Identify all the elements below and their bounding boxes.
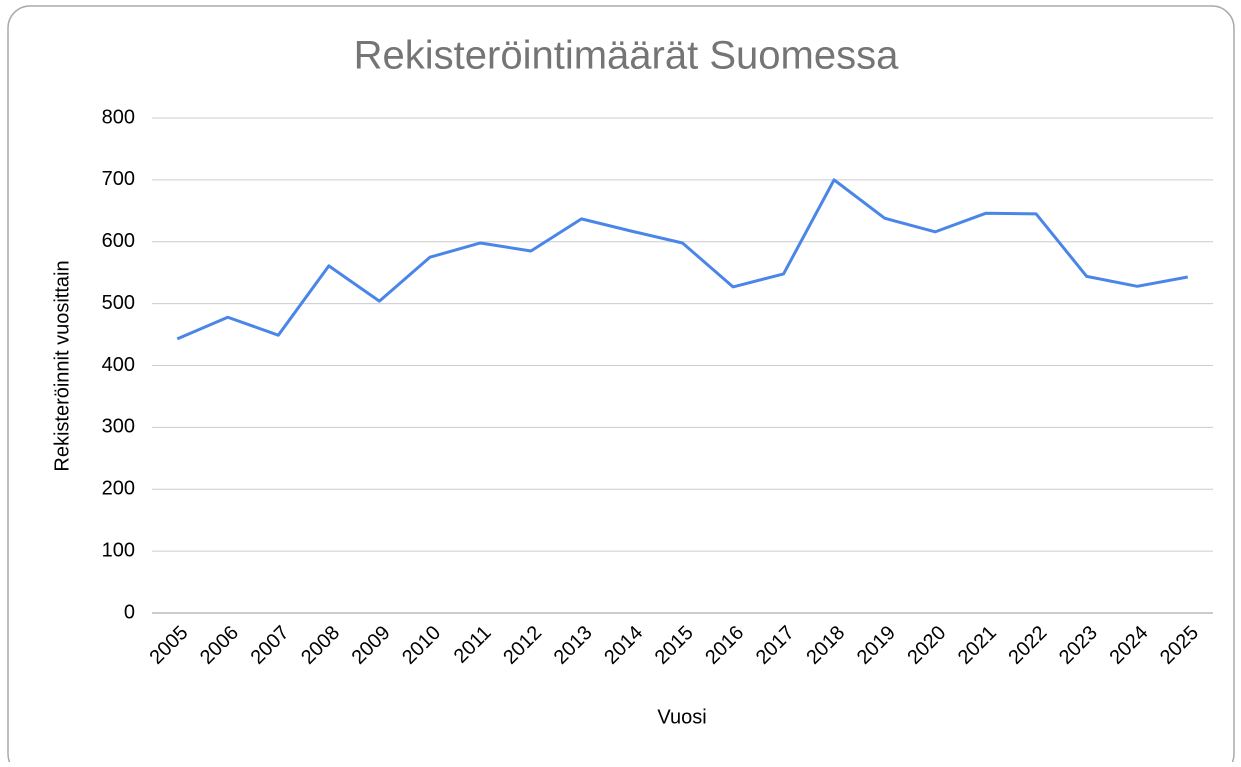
y-tick-label: 700 xyxy=(102,168,135,190)
y-tick-label: 100 xyxy=(102,539,135,561)
x-axis-label: Vuosi xyxy=(657,706,706,728)
y-tick-label: 600 xyxy=(102,230,135,252)
chart-border xyxy=(7,5,1235,767)
y-tick-label: 0 xyxy=(124,601,135,623)
y-tick-label: 400 xyxy=(102,354,135,376)
y-tick-label: 300 xyxy=(102,416,135,438)
y-tick-label: 200 xyxy=(102,478,135,500)
y-tick-label: 500 xyxy=(102,292,135,314)
line xyxy=(176,178,1189,341)
chart-title: Rekisteröintimäärät Suomessa xyxy=(354,34,899,78)
y-axis-label: Rekisteröinnit vuosittain xyxy=(51,260,73,471)
y-tick-label: 800 xyxy=(102,106,135,128)
